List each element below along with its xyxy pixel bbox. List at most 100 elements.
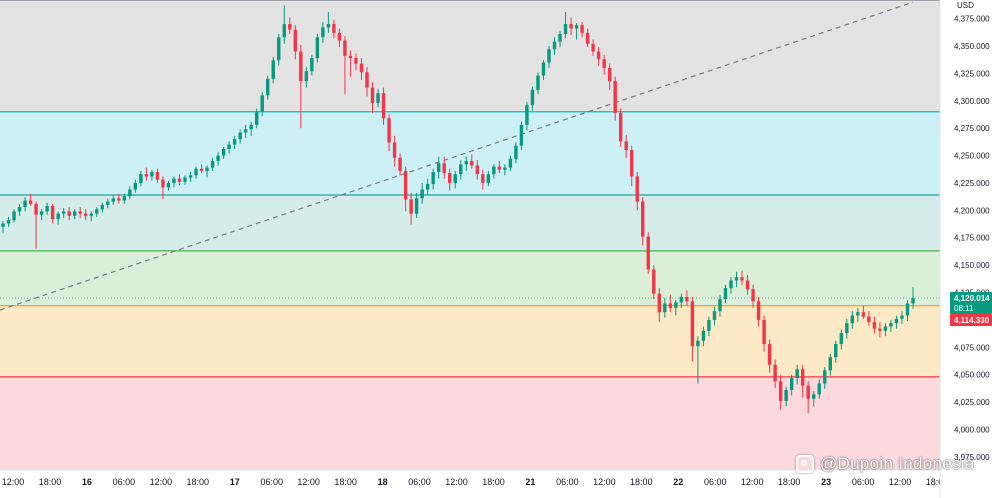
candle: [856, 307, 860, 323]
trend-line[interactable]: [0, 1, 914, 311]
time-tick-label: 18:00: [926, 477, 949, 487]
candle-body: [310, 58, 314, 72]
candle: [613, 76, 617, 121]
candle: [249, 121, 253, 136]
candle-body: [839, 333, 844, 345]
candle-body: [139, 174, 143, 183]
candle-body: [607, 67, 612, 82]
candle-body: [194, 168, 198, 176]
candle: [663, 297, 667, 318]
secondary-price-tag[interactable]: [950, 313, 992, 326]
candle-body: [795, 369, 799, 378]
candle: [238, 129, 242, 144]
candle: [227, 141, 231, 154]
candle-body: [448, 173, 452, 183]
candle: [23, 197, 27, 212]
candle-body: [431, 172, 435, 185]
time-tick-label: 12:00: [889, 477, 912, 487]
candle-body: [403, 170, 408, 200]
time-tick-label: 22: [673, 477, 683, 487]
candle: [585, 28, 590, 48]
candle-body: [475, 165, 480, 175]
candle-body: [591, 43, 595, 52]
candle: [547, 46, 551, 68]
candle: [326, 12, 331, 33]
candle: [194, 166, 198, 179]
candle-body: [436, 163, 441, 173]
candle-body: [249, 124, 253, 130]
candle: [139, 170, 143, 187]
candle: [232, 135, 237, 149]
candle-body: [569, 24, 573, 29]
candle-body: [563, 24, 568, 34]
candle: [266, 75, 270, 100]
candle-body: [679, 296, 684, 303]
candle-body: [277, 37, 281, 61]
candle-body: [773, 364, 777, 382]
candle: [778, 374, 783, 410]
time-tick-label: 12:00: [741, 477, 764, 487]
candle: [6, 216, 11, 227]
horizontal-levels[interactable]: [0, 0, 940, 378]
candle: [497, 161, 502, 174]
candle: [530, 86, 535, 111]
time-tick-label: 23: [821, 477, 831, 487]
candle-body: [850, 315, 855, 324]
candle-body: [668, 303, 673, 308]
candle: [199, 164, 204, 174]
candle: [674, 300, 678, 316]
candle: [900, 311, 904, 325]
candle: [144, 167, 149, 181]
candle-body: [266, 78, 270, 96]
candle-body: [558, 33, 562, 42]
candle: [861, 305, 866, 319]
candle-body: [1, 223, 5, 227]
candle-body: [144, 174, 149, 177]
candle: [679, 293, 684, 308]
candle: [106, 198, 110, 209]
candle: [602, 54, 606, 75]
candle-body: [50, 205, 55, 220]
candle: [50, 203, 55, 224]
candle-body: [348, 55, 353, 59]
candle: [652, 265, 656, 300]
candle: [95, 207, 99, 217]
time-axis[interactable]: 12:00 18:00 16 06:00 12:00 18:00 17 06:00 12:00 1…: [0, 469, 992, 498]
candle: [376, 88, 380, 108]
candle-body: [861, 312, 866, 317]
candle-body: [453, 174, 457, 183]
candle-body: [89, 213, 93, 216]
candle: [789, 374, 794, 396]
current-price-label: 4,120.014: [954, 294, 990, 303]
currency-label: USD: [957, 1, 974, 10]
price-tick-label: 4,350.000: [954, 42, 990, 51]
candle-body: [624, 141, 628, 151]
candle-body: [497, 166, 502, 170]
candle: [321, 21, 325, 43]
current-price-tag[interactable]: [950, 291, 992, 314]
candle-body: [370, 87, 375, 103]
level-zone-2: [0, 111, 940, 196]
candle-body: [734, 277, 739, 281]
candle: [618, 108, 623, 147]
candle: [459, 159, 463, 180]
candle-body: [701, 330, 706, 341]
candle: [690, 296, 695, 362]
candle: [867, 311, 871, 326]
candle: [403, 166, 408, 212]
level-zone-4: [0, 250, 940, 306]
candle-body: [641, 201, 645, 237]
candle-body: [541, 62, 546, 76]
time-tick-label: 12:00: [593, 477, 616, 487]
candle: [425, 178, 430, 196]
candle: [299, 44, 303, 129]
candle-body: [585, 32, 590, 44]
candle-body: [359, 63, 364, 73]
time-tick-label: 06:00: [852, 477, 875, 487]
candle-body: [205, 167, 209, 171]
candle: [641, 197, 645, 246]
candle: [56, 211, 60, 225]
candle: [348, 50, 353, 77]
